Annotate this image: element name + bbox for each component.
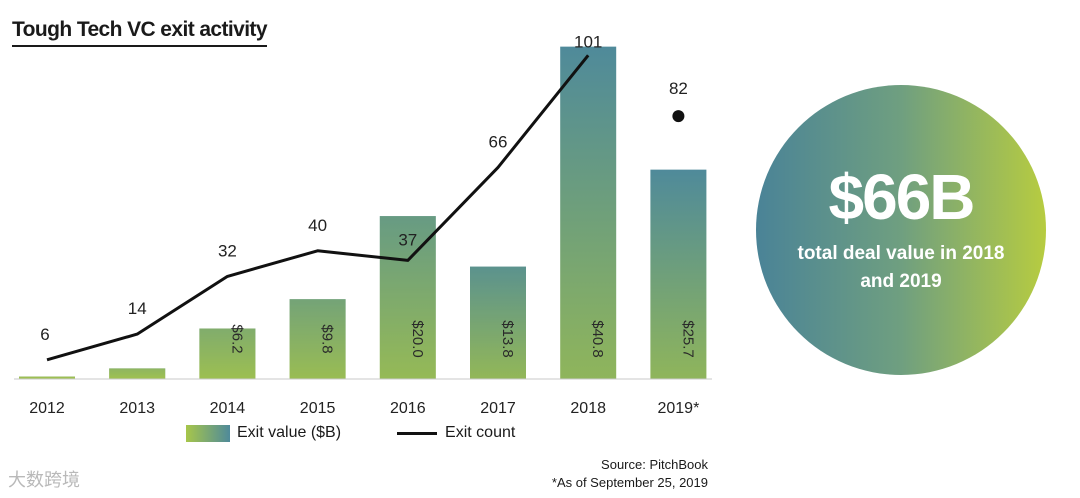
legend-swatch-exit-value <box>186 424 230 442</box>
x-tick-label: 2019* <box>657 400 699 417</box>
legend-swatch-exit-count <box>397 431 438 435</box>
x-tick-label: 2018 <box>570 400 606 417</box>
callout-value: $66B <box>828 161 976 233</box>
legend-label-exit-value: Exit value ($B) <box>237 424 342 441</box>
footnote-line: *As of September 25, 2019 <box>551 475 708 490</box>
bar-2017 <box>470 266 526 379</box>
x-tick-label: 2015 <box>300 400 336 417</box>
exit-count-label: 66 <box>489 132 508 151</box>
legend-label-exit-count: Exit count <box>445 424 516 441</box>
bar-value-label: $6.2 <box>228 324 245 353</box>
source-line: Source: PitchBook <box>601 457 708 472</box>
bar-value-label: $25.7 <box>679 320 696 358</box>
chart-title: Tough Tech VC exit activity <box>12 18 268 47</box>
bar-value-label: $40.8 <box>589 320 606 358</box>
x-tick-label: 2014 <box>210 400 246 417</box>
bar-tint-2015 <box>289 299 346 379</box>
bar-value-label: $20.0 <box>409 320 426 358</box>
bar-value-label: $9.8 <box>319 324 336 353</box>
bar-tint-2014 <box>199 328 256 379</box>
bar-2018 <box>560 46 617 379</box>
exit-count-label: 32 <box>218 241 237 260</box>
exit-count-label: 14 <box>128 299 147 318</box>
bar-2019* <box>650 169 707 379</box>
exit-activity-chart: 2012 2013 $6.2 2014 $9.8 2015 $20.0 2016 $13.8 20… <box>14 32 712 417</box>
exit-count-label: 6 <box>40 325 49 344</box>
callout-caption: total deal value in 2018 and 2019 <box>797 243 1005 292</box>
bar-tint-2017 <box>470 266 526 379</box>
bar-2015 <box>289 299 346 379</box>
watermark-logo: 大数跨境 <box>8 470 80 490</box>
exit-count-label: 101 <box>574 32 602 51</box>
total-value-callout: $66B total deal value in 2018 and 2019 <box>756 85 1046 375</box>
x-tick-label: 2012 <box>29 400 65 417</box>
exit-count-marker-2019* <box>672 110 685 123</box>
bar-tint-2013 <box>109 368 166 379</box>
bar-tint-2012 <box>19 376 75 379</box>
exit-count-label: 82 <box>669 79 688 98</box>
source-note: Source: PitchBook *As of September 25, 2… <box>552 456 708 492</box>
bar-value-label: $13.8 <box>499 320 516 358</box>
exit-count-line <box>46 54 590 362</box>
x-tick-label: 2016 <box>390 400 426 417</box>
exit-count-label: 40 <box>308 216 327 235</box>
x-tick-label: 2013 <box>119 400 155 417</box>
exit-count-label: 37 <box>398 230 417 249</box>
legend: Exit value ($B) Exit count <box>186 424 515 442</box>
x-tick-label: 2017 <box>480 400 516 417</box>
